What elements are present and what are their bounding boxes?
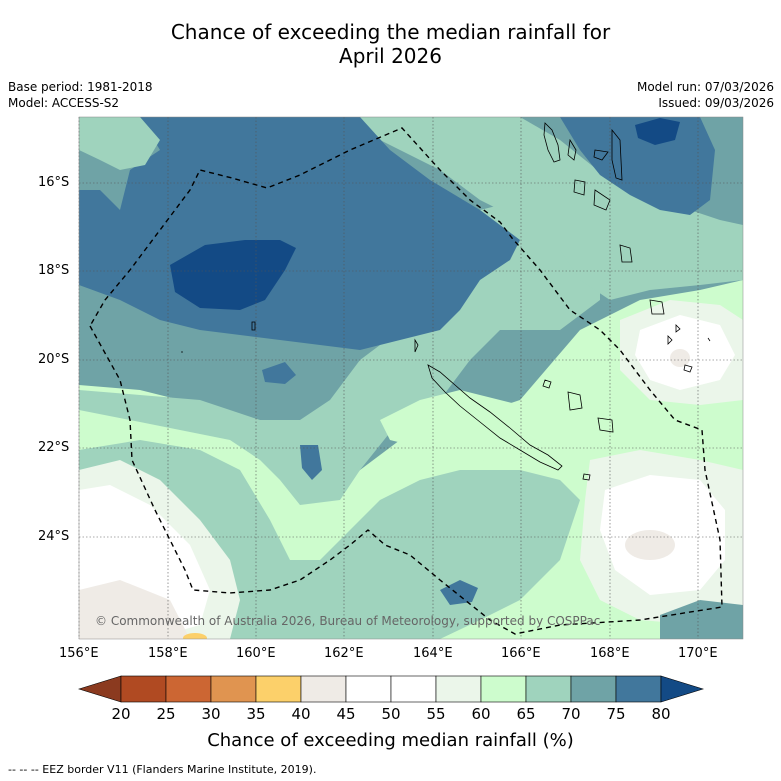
- colorbar-segment-40-45: [300, 675, 347, 703]
- base-period: Base period: 1981-2018: [8, 80, 153, 94]
- colorbar-tick-60: 60: [471, 705, 491, 723]
- model-name: Model: ACCESS-S2: [8, 96, 120, 110]
- contour-75-80-mid-patch: [262, 362, 296, 384]
- lat-label-16s: 16°S: [38, 175, 70, 190]
- colorbar-tick-75: 75: [606, 705, 626, 723]
- colorbar-segment-45-50: [345, 675, 392, 703]
- eez-border: [89, 127, 723, 635]
- colorbar-segment-75-80: [615, 675, 662, 703]
- colorbar-segment-65-70: [525, 675, 572, 703]
- lat-label-24s: 24°S: [38, 529, 70, 544]
- lon-label-162e: 162°E: [324, 646, 364, 661]
- colorbar-segment-20-25: [120, 675, 167, 703]
- colorbar-tick-30: 30: [201, 705, 221, 723]
- lon-label-166e: 166°E: [501, 646, 541, 661]
- contour-40-45-southwest: [79, 580, 190, 639]
- contour-65-70-northwest: [79, 117, 160, 170]
- colorbar-tick-50: 50: [381, 705, 401, 723]
- contour-75-80-northeast: [560, 117, 715, 215]
- colorbar-tick-35: 35: [246, 705, 266, 723]
- contour-fill-layer: [79, 117, 743, 639]
- colorbar-tick-25: 25: [156, 705, 176, 723]
- colorbar-tick-20: 20: [111, 705, 131, 723]
- map-frame: [78, 116, 744, 640]
- colorbar-segment-lt20: [77, 675, 122, 703]
- contour-gt80-northeast: [635, 118, 680, 145]
- lon-label-164e: 164°E: [413, 646, 453, 661]
- contour-40-45-east: [625, 530, 675, 560]
- contour-65-70-northeast: [360, 117, 743, 300]
- colorbar-tick-40: 40: [291, 705, 311, 723]
- colorbar-tick-45: 45: [336, 705, 356, 723]
- lon-label-158e: 158°E: [148, 646, 188, 661]
- colorbar-tick-80: 80: [651, 705, 671, 723]
- contour-35-40-patch: [183, 633, 207, 639]
- contour-70-75-southeast: [660, 600, 743, 639]
- colorbar-tick-55: 55: [426, 705, 446, 723]
- contour-75-80-south-patch: [440, 580, 478, 605]
- coastlines: [181, 122, 711, 481]
- contour-gt80-north: [170, 240, 296, 310]
- vanuatu-islands: [543, 122, 693, 373]
- colorbar-segment-gt80: [660, 675, 705, 703]
- contour-75-80-central: [300, 445, 322, 480]
- chart-title-line1: Chance of exceeding the median rainfall …: [170, 20, 611, 44]
- loyalty-islands: [542, 379, 614, 481]
- model-run: Model run: 07/03/2026: [636, 80, 774, 94]
- colorbar-segment-30-35: [210, 675, 257, 703]
- issued-date: Issued: 09/03/2026: [658, 96, 774, 110]
- small-islets: [181, 321, 711, 353]
- lat-label-18s: 18°S: [38, 263, 70, 278]
- chart-title-line2: April 2026: [339, 44, 442, 68]
- colorbar-segment-50-55: [390, 675, 437, 703]
- copyright-notice: © Commonwealth of Australia 2026, Bureau…: [95, 614, 601, 628]
- colorbar-segment-60-65: [480, 675, 527, 703]
- contour-40-45-east-mid: [670, 349, 690, 367]
- colorbar: [77, 675, 705, 703]
- gridlines: [78, 117, 743, 639]
- lat-label-20s: 20°S: [38, 352, 70, 367]
- lon-label-168e: 168°E: [590, 646, 630, 661]
- colorbar-segment-35-40: [255, 675, 302, 703]
- colorbar-segment-70-75: [570, 675, 617, 703]
- lon-label-170e: 170°E: [678, 646, 718, 661]
- colorbar-segment-25-30: [165, 675, 212, 703]
- lon-label-160e: 160°E: [236, 646, 276, 661]
- contour-60-65-center: [380, 390, 560, 470]
- lon-label-156e: 156°E: [59, 646, 99, 661]
- colorbar-segment-55-60: [435, 675, 482, 703]
- lat-label-22s: 22°S: [38, 440, 70, 455]
- colorbar-tick-65: 65: [516, 705, 536, 723]
- new-caledonia-coast: [427, 364, 563, 471]
- colorbar-tick-70: 70: [561, 705, 581, 723]
- colorbar-title: Chance of exceeding median rainfall (%): [207, 730, 574, 751]
- eez-legend: -- -- -- EEZ border V11 (Flanders Marine…: [8, 763, 317, 776]
